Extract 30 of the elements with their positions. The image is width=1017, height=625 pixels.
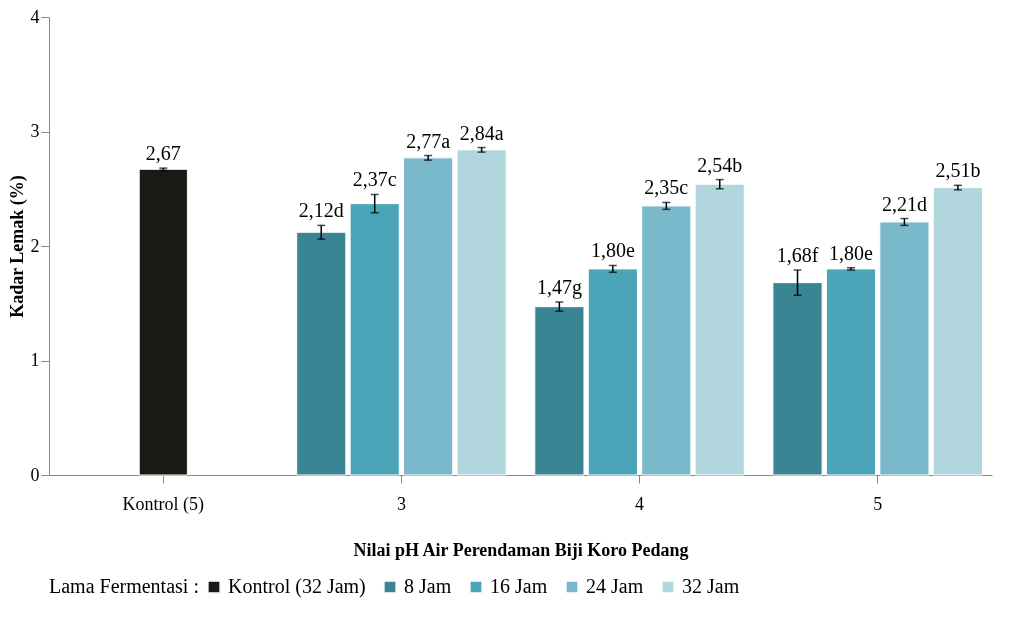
data-label: 1,47g: [536, 276, 582, 300]
x-tick-label: Kontrol (5): [122, 493, 205, 515]
x-tick-label: 3: [396, 493, 406, 514]
legend-title: Lama Fermentasi :: [49, 575, 199, 597]
data-label: 2,12d: [298, 199, 344, 222]
data-label: 2,54b: [697, 153, 743, 176]
legend-label: 32 Jam: [682, 575, 740, 597]
data-label: 2,37c: [352, 168, 397, 191]
x-tick-label: 4: [635, 493, 645, 514]
data-label: 1,80e: [590, 239, 635, 262]
legend-label: 16 Jam: [490, 575, 548, 597]
y-tick-label: 2: [30, 235, 40, 256]
data-label: 2,51b: [935, 159, 981, 182]
y-axis-title: Kadar Lemak (%): [6, 175, 28, 318]
data-label: 2,21d: [881, 192, 927, 215]
y-tick-label: 4: [30, 6, 40, 27]
data-label: 2,67: [145, 142, 181, 165]
x-tick-label: 5: [873, 493, 883, 514]
data-label: 2,77a: [406, 129, 451, 152]
legend-label: 8 Jam: [404, 575, 452, 597]
x-axis-title: Nilai pH Air Perendaman Biji Koro Pedang: [353, 539, 689, 560]
y-tick-label: 1: [30, 350, 40, 370]
y-tick-label: 0: [30, 464, 40, 485]
data-label: 2,35c: [644, 176, 689, 199]
legend-label: Kontrol (32 Jam): [228, 575, 366, 598]
data-label: 1,80e: [829, 241, 874, 264]
data-label: 2,84a: [459, 121, 504, 144]
legend-label: 24 Jam: [586, 575, 644, 597]
data-label: 1,68f: [776, 244, 819, 267]
y-tick-label: 3: [30, 121, 40, 141]
